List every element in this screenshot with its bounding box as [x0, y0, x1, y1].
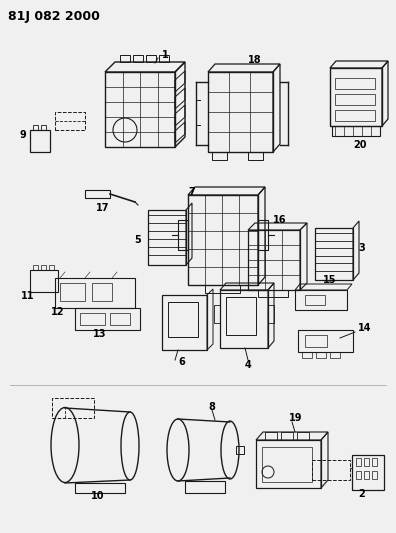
Bar — [248, 152, 263, 160]
Bar — [226, 297, 256, 335]
Bar — [265, 432, 277, 440]
Text: 15: 15 — [323, 275, 337, 285]
Bar — [372, 471, 377, 479]
Bar — [205, 285, 240, 293]
Text: 19: 19 — [289, 413, 303, 423]
Bar — [92, 283, 112, 301]
Bar — [162, 295, 207, 350]
Bar — [120, 55, 130, 62]
Text: 10: 10 — [91, 491, 105, 501]
Text: 13: 13 — [93, 329, 107, 339]
Bar — [332, 126, 380, 136]
Bar — [75, 483, 125, 493]
Bar — [305, 335, 327, 347]
Bar — [33, 125, 38, 130]
Bar — [55, 278, 135, 308]
Text: 20: 20 — [353, 140, 367, 150]
Bar — [330, 352, 340, 358]
Text: 81J 082 2000: 81J 082 2000 — [8, 10, 100, 23]
Bar — [356, 458, 361, 466]
Bar — [258, 290, 288, 297]
Bar — [335, 110, 375, 121]
Bar — [315, 228, 353, 280]
Text: 2: 2 — [359, 489, 366, 499]
Bar — [188, 195, 258, 285]
Text: 18: 18 — [248, 55, 262, 65]
Bar — [85, 190, 110, 198]
Text: 17: 17 — [96, 203, 110, 213]
Bar — [168, 302, 198, 337]
Bar — [110, 313, 130, 325]
Text: 3: 3 — [358, 243, 365, 253]
Bar — [330, 68, 382, 126]
Bar — [281, 432, 293, 440]
Bar — [364, 471, 369, 479]
Bar — [372, 458, 377, 466]
Text: 16: 16 — [273, 215, 287, 225]
Bar — [214, 305, 220, 323]
Text: 11: 11 — [21, 291, 35, 301]
Bar — [316, 352, 326, 358]
Bar — [148, 210, 186, 265]
Bar — [302, 352, 312, 358]
Bar — [335, 78, 375, 89]
Bar — [297, 432, 309, 440]
Bar — [262, 447, 312, 482]
Bar — [256, 440, 321, 488]
Bar — [220, 290, 268, 348]
Bar — [55, 112, 85, 130]
Text: 9: 9 — [20, 130, 27, 140]
Bar — [236, 446, 244, 454]
Bar — [33, 265, 38, 270]
Text: 7: 7 — [188, 187, 195, 197]
Bar — [159, 55, 169, 62]
Bar — [185, 481, 225, 493]
Bar — [298, 330, 353, 352]
Bar — [312, 460, 350, 480]
Text: 6: 6 — [179, 357, 185, 367]
Bar — [49, 265, 54, 270]
Text: 8: 8 — [209, 402, 215, 412]
Bar — [352, 455, 384, 490]
Bar — [41, 125, 46, 130]
Bar — [295, 290, 347, 310]
Bar — [305, 295, 325, 305]
Bar — [133, 55, 143, 62]
Bar — [30, 270, 58, 292]
Bar — [30, 130, 50, 152]
Text: 12: 12 — [51, 307, 65, 317]
Bar — [335, 94, 375, 105]
Text: 4: 4 — [245, 360, 251, 370]
Bar — [364, 458, 369, 466]
Bar — [268, 305, 274, 323]
Bar — [212, 152, 227, 160]
Text: 1: 1 — [162, 50, 169, 60]
Text: 5: 5 — [135, 235, 141, 245]
Bar — [208, 72, 273, 152]
Bar — [41, 265, 46, 270]
Bar — [105, 72, 175, 147]
Bar — [146, 55, 156, 62]
Bar — [248, 230, 300, 290]
Bar — [356, 471, 361, 479]
Bar — [75, 308, 140, 330]
Bar — [60, 283, 85, 301]
Text: 14: 14 — [358, 323, 371, 333]
Bar — [80, 313, 105, 325]
Bar — [52, 398, 94, 418]
